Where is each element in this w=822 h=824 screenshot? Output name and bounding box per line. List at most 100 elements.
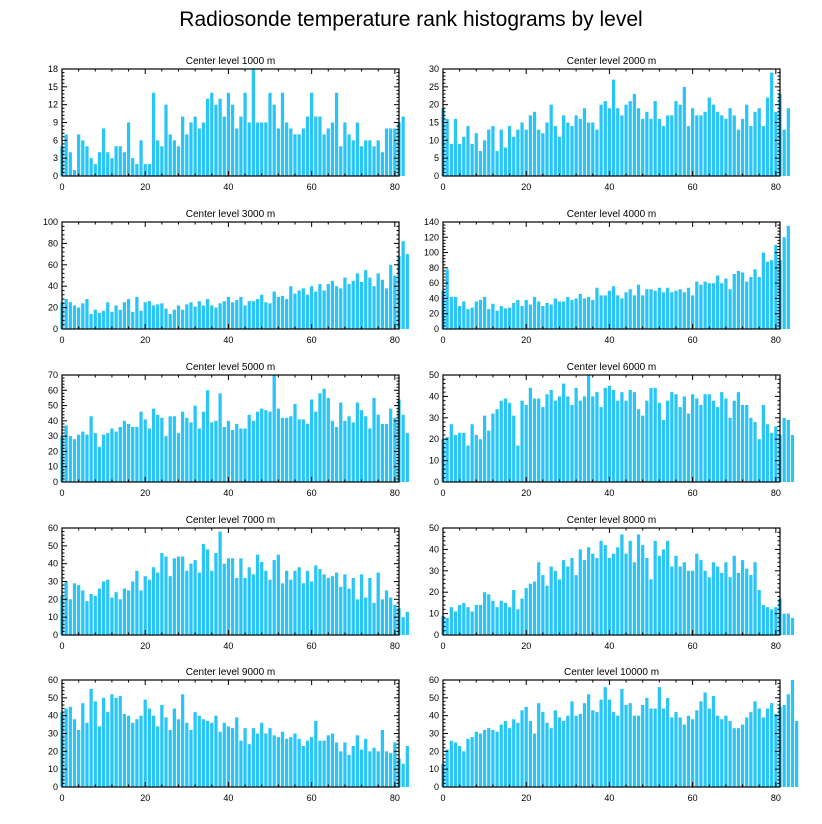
histogram-bar [586, 547, 591, 635]
histogram-bar [222, 563, 226, 635]
histogram-bar [189, 563, 193, 635]
histogram-bar [495, 151, 499, 176]
histogram-bar [68, 302, 72, 329]
histogram-bar [657, 687, 661, 787]
histogram-bar [210, 305, 214, 329]
histogram-bar [607, 385, 612, 482]
histogram-bar [761, 717, 765, 787]
histogram-bar [389, 128, 393, 176]
histogram-bar [218, 303, 222, 329]
histogram-bar [310, 286, 314, 329]
panel-title: Center level 4000 m [567, 209, 657, 220]
histogram-bar [491, 729, 495, 787]
histogram-bar [85, 722, 89, 787]
x-tick-label: 80 [390, 488, 400, 498]
histogram-bar [670, 717, 674, 787]
histogram-bar [272, 735, 276, 787]
histogram-bar [557, 301, 562, 329]
histogram-bar [545, 122, 549, 176]
histogram-bar [393, 275, 397, 329]
y-tick-label: 10 [429, 609, 439, 619]
histogram-bar [470, 737, 474, 787]
histogram-bar [326, 128, 330, 176]
histogram-bar [753, 269, 757, 329]
histogram-bar [599, 407, 603, 482]
histogram-bar [314, 721, 318, 787]
histogram-bar [330, 576, 335, 635]
histogram-bar [293, 570, 297, 635]
histogram-bar [512, 136, 516, 176]
histogram-bar [512, 590, 516, 635]
histogram-bar [289, 286, 293, 329]
histogram-bar [139, 411, 143, 482]
histogram-bar [699, 404, 703, 482]
histogram-bar [114, 146, 118, 176]
histogram-bar [235, 423, 239, 482]
histogram-bar [578, 400, 582, 482]
histogram-bar [482, 296, 487, 329]
histogram-bar [405, 611, 409, 635]
histogram-bar [566, 566, 570, 635]
histogram-bar [707, 283, 711, 329]
histogram-bar [657, 287, 661, 329]
histogram-bar [322, 134, 326, 176]
histogram-bar [389, 597, 393, 635]
histogram-bar [147, 708, 151, 787]
histogram-panel: Center level 1000 m 0 20 40 60 80 0 3 6 9 12 15 18 [48, 56, 405, 192]
histogram-bar [110, 311, 114, 329]
histogram-bar [528, 387, 532, 482]
histogram-bar [466, 445, 470, 482]
histogram-bar [289, 579, 293, 635]
histogram-bar [343, 122, 347, 176]
histogram-bar [118, 146, 122, 176]
histogram-bar [193, 405, 197, 482]
x-tick-label: 20 [140, 182, 150, 192]
histogram-bar [384, 751, 389, 787]
histogram-bar [160, 303, 164, 329]
histogram-bar [657, 402, 661, 482]
histogram-bar [786, 419, 790, 482]
histogram-bar [595, 712, 599, 787]
histogram-bar [280, 731, 285, 787]
histogram-bar [520, 306, 524, 329]
x-tick-label: 40 [604, 335, 614, 345]
histogram-bar [516, 129, 520, 176]
histogram-bar [264, 302, 268, 329]
histogram-bar [351, 745, 355, 787]
histogram-bar [757, 277, 761, 329]
histogram-bar [343, 420, 347, 482]
histogram-bar [351, 140, 355, 176]
histogram-bar [537, 129, 541, 176]
histogram-bar [351, 280, 355, 329]
histogram-bar [330, 733, 335, 787]
histogram-bar [699, 115, 703, 176]
histogram-bar [114, 592, 118, 635]
histogram-bar [347, 284, 351, 329]
histogram-bar [168, 416, 172, 482]
x-tick-label: 0 [440, 488, 445, 498]
panel-title: Center level 3000 m [186, 209, 276, 220]
histogram-bar [732, 555, 736, 635]
histogram-bar [276, 737, 280, 787]
histogram-bar [695, 398, 699, 482]
histogram-bar [503, 721, 508, 787]
histogram-bar [334, 572, 339, 635]
histogram-bar [168, 314, 172, 329]
histogram-bar [389, 753, 393, 787]
y-tick-label: 120 [424, 232, 439, 242]
histogram-bar [85, 299, 89, 329]
histogram-bar [393, 417, 397, 482]
histogram-bar [449, 607, 453, 635]
x-tick-label: 20 [140, 641, 150, 651]
histogram-panel: Center level 6000 m 0 20 40 60 80 0 10 20 30 40 50 [429, 362, 795, 498]
histogram-bar [578, 549, 582, 635]
histogram-bar [160, 417, 164, 482]
histogram-bar [230, 558, 235, 635]
histogram-panel: Center level 2000 m 0 20 40 60 80 0 5 10 15 20 25 30 [429, 56, 790, 192]
histogram-bar [649, 708, 653, 787]
histogram-bar [666, 115, 670, 176]
histogram-bar [201, 305, 206, 329]
histogram-bar [678, 289, 682, 329]
histogram-bar [293, 733, 297, 787]
x-tick-label: 40 [604, 488, 614, 498]
